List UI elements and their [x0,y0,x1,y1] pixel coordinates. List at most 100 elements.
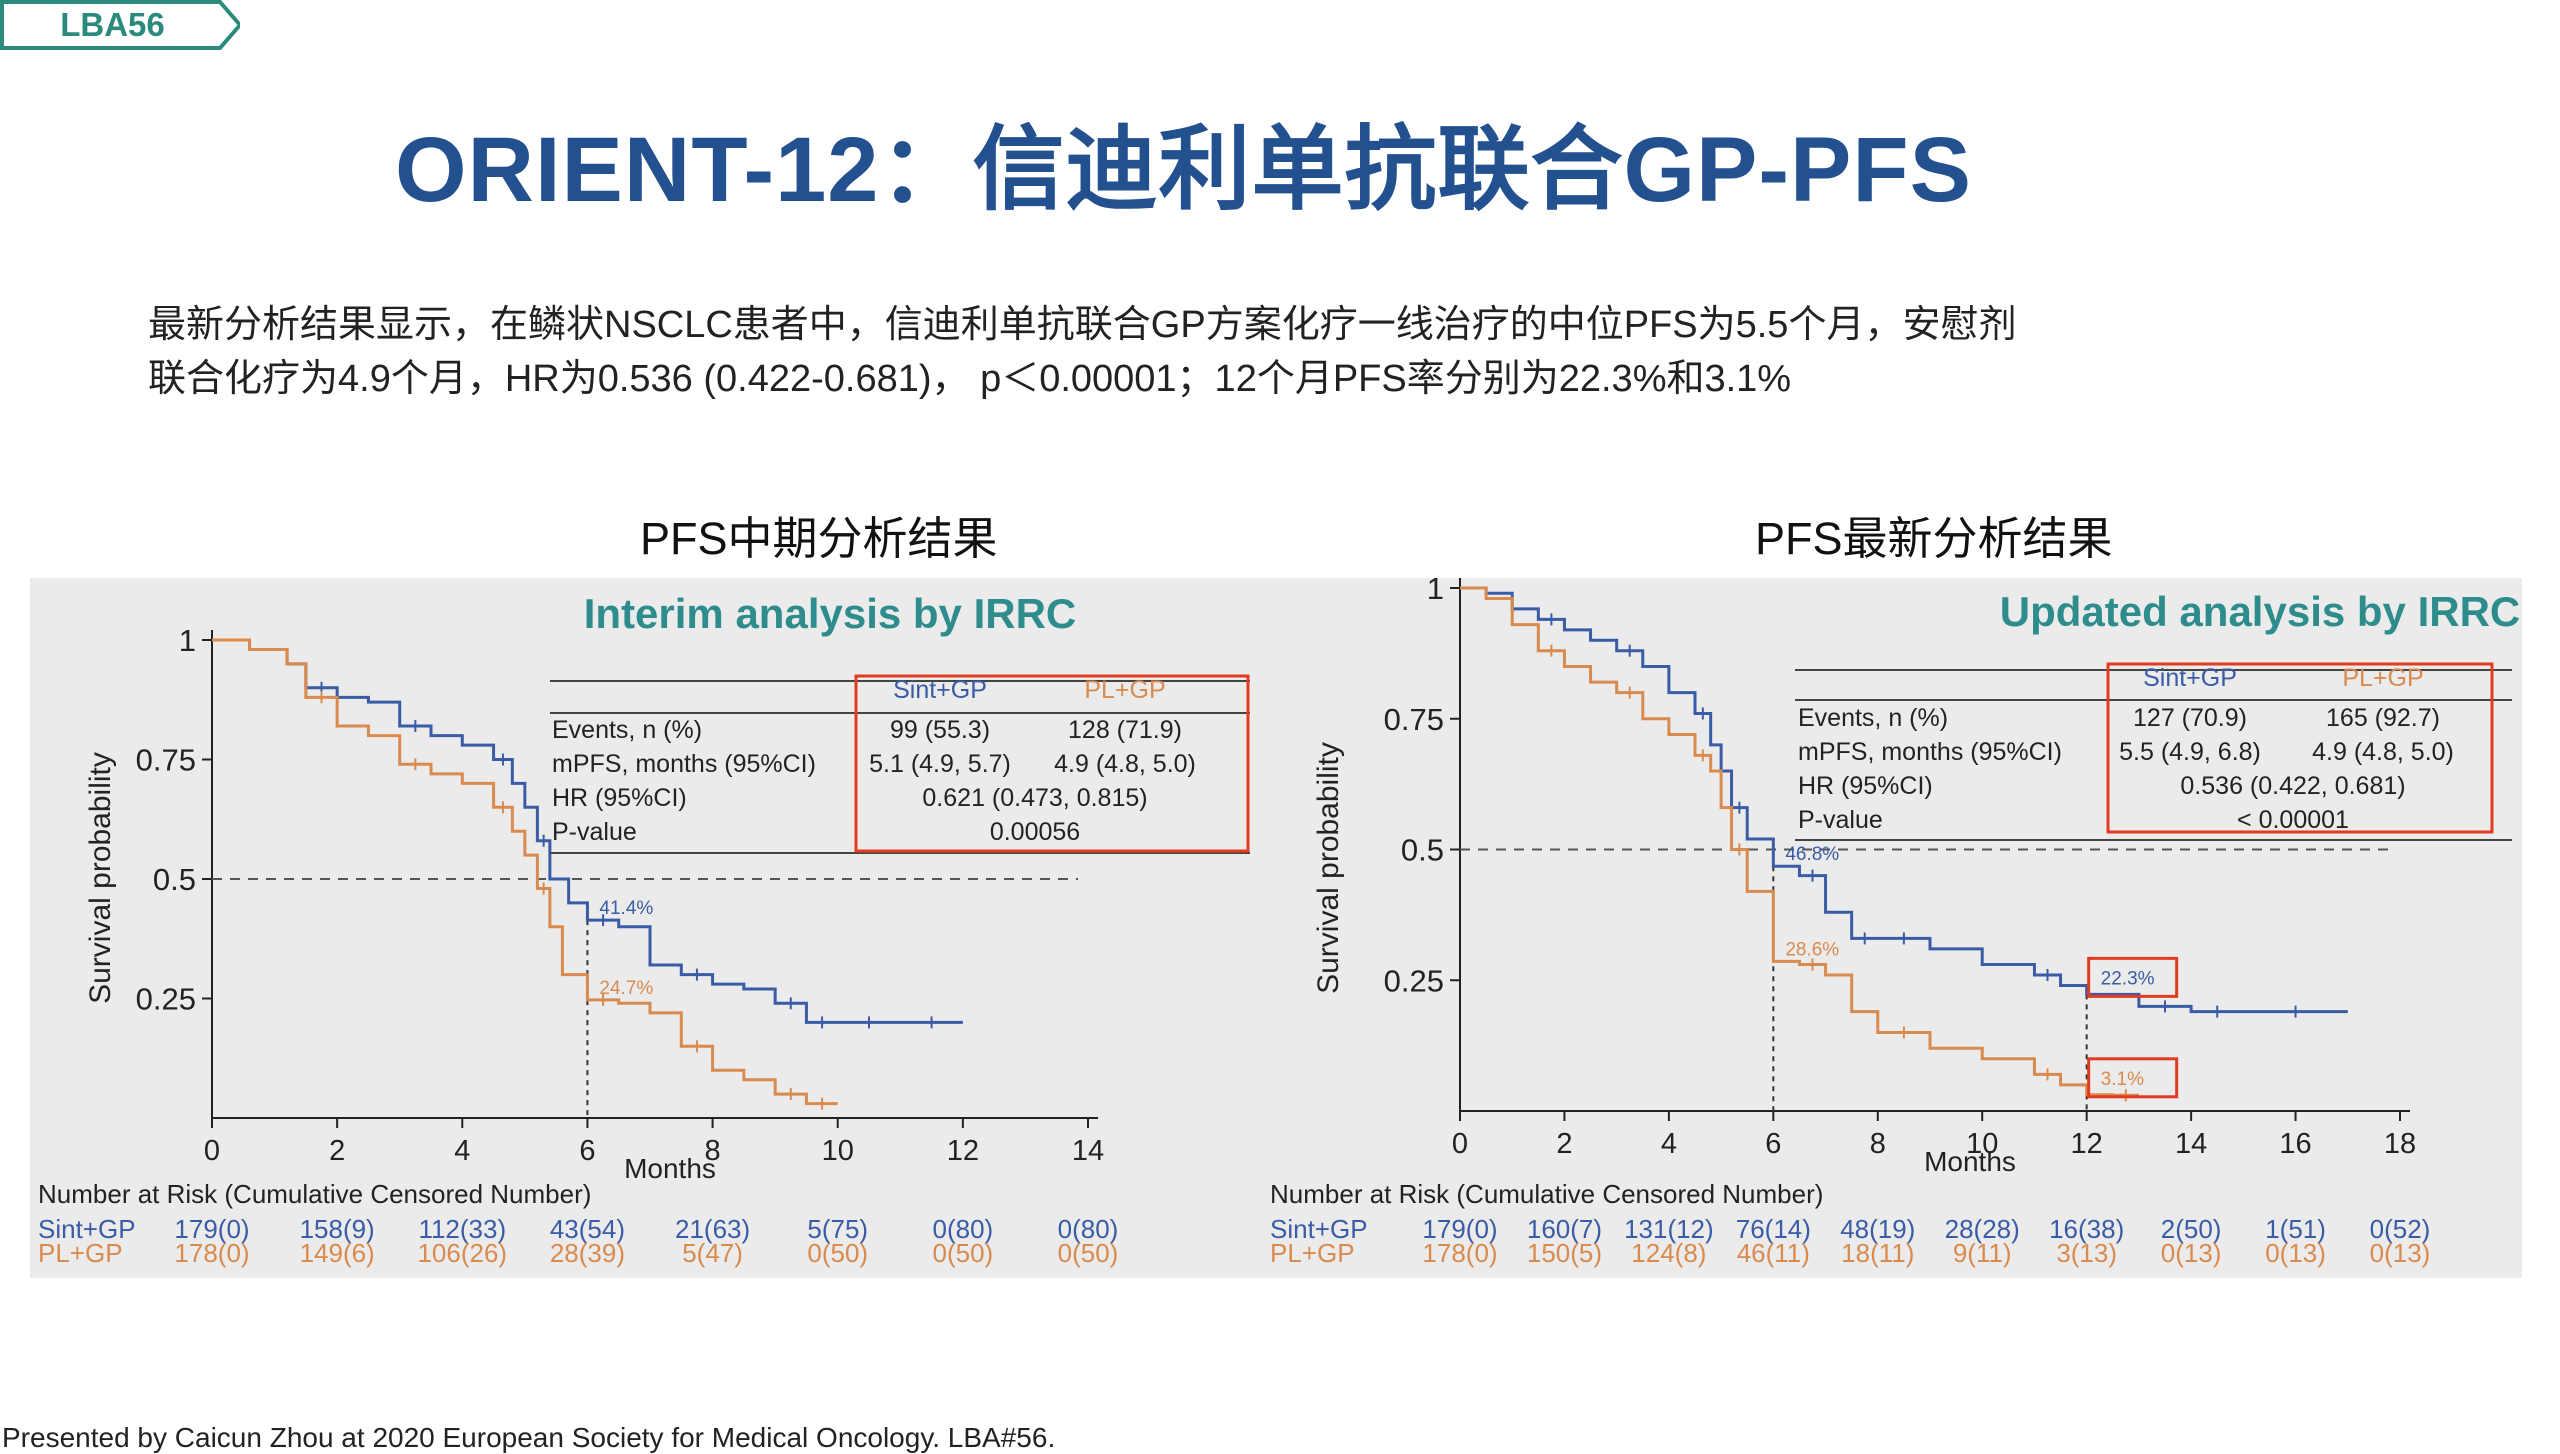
km-curve-sintgp [212,638,963,1024]
risk-cell: 46(11) [1737,1238,1810,1268]
risk-cell: 0(13) [2161,1238,2222,1268]
y-axis-label: Survival probability [84,752,117,1004]
table-cell-pl: 4.9 (4.8, 5.0) [2312,738,2454,766]
table-header-pl: PL+GP [1084,676,1165,704]
risk-table-heading: Number at Risk (Cumulative Censored Numb… [38,1179,591,1209]
table-cell-merged: 0.00056 [990,818,1080,846]
x-tick-label: 4 [454,1135,470,1167]
risk-cell: 0(50) [933,1238,994,1268]
risk-row-name: PL+GP [1270,1238,1355,1268]
table-row-label: Events, n (%) [1798,704,1948,732]
summary-text: 最新分析结果显示，在鳞状NSCLC患者中，信迪利单抗联合GP方案化疗一线治疗的中… [148,298,2448,406]
table-cell-sint: 5.1 (4.9, 5.7) [869,750,1011,778]
table-cell-merged: 0.536 (0.422, 0.681) [2180,772,2405,800]
y-tick-label: 0.5 [1401,833,1444,868]
risk-cell: 21(63) [675,1214,750,1244]
x-tick-label: 16 [2279,1128,2311,1160]
risk-cell: 2(50) [2161,1214,2222,1244]
y-tick-label: 1 [1427,578,1444,606]
y-tick-label: 0.5 [153,862,196,897]
landmark-percent-label: 24.7% [599,978,653,999]
table-header-pl: PL+GP [2342,664,2423,692]
table-cell-sint: 127 (70.9) [2133,704,2247,732]
risk-cell: 43(54) [550,1214,625,1244]
risk-cell: 18(11) [1841,1238,1914,1268]
x-tick-label: 12 [2071,1128,2103,1160]
footer-citation: Presented by Caicun Zhou at 2020 Europea… [2,1422,1056,1453]
risk-row-name: PL+GP [38,1238,123,1268]
y-tick-label: 0.25 [136,982,196,1017]
risk-cell: 28(28) [1945,1214,2020,1244]
risk-cell: 0(80) [933,1214,994,1244]
x-tick-label: 8 [1870,1128,1886,1160]
landmark-percent-label: 41.4% [599,898,653,919]
x-tick-label: 12 [947,1135,979,1167]
risk-cell: 1(51) [2265,1214,2326,1244]
table-cell-pl: 4.9 (4.8, 5.0) [1054,750,1196,778]
landmark-percent-label: 46.8% [1785,844,1839,865]
abstract-tag: LBA56 [0,0,240,50]
interim-heading: PFS中期分析结果 [640,513,998,564]
km-curve-plgp [1460,586,2139,1097]
x-tick-label: 2 [1556,1128,1572,1160]
table-row-label: mPFS, months (95%CI) [1798,738,2062,766]
summary-line-2: 联合化疗为4.9个月，HR为0.536 (0.422-0.681)， p＜0.0… [148,358,1792,400]
page-title: ORIENT-12：信迪利单抗联合GP-PFS [395,119,1972,221]
risk-cell: 124(8) [1631,1238,1706,1268]
table-header-sint: Sint+GP [2143,664,2237,692]
risk-cell: 5(75) [807,1214,868,1244]
km-curve-plgp [212,638,838,1106]
x-tick-label: 0 [204,1135,220,1167]
interim-km-chart-panel: Interim analysis by IRRC 0.25 0.5 0.75 1 0 2 4 6… [30,578,1250,1278]
highlight-box [2087,956,2179,998]
risk-cell: 178(0) [1422,1238,1497,1268]
table-row-label: Events, n (%) [552,716,702,744]
table-row-label: HR (95%CI) [552,784,687,812]
landmark-percent-label: 22.3% [2101,968,2155,989]
risk-cell: 48(19) [1840,1214,1915,1244]
x-tick-label: 10 [1966,1128,1998,1160]
risk-cell: 0(50) [807,1238,868,1268]
summary-line-1: 最新分析结果显示，在鳞状NSCLC患者中，信迪利单抗联合GP方案化疗一线治疗的中… [148,304,2017,346]
tag-arrow-shape [0,0,240,50]
x-axis-label: Months [1924,1146,2016,1177]
risk-cell: 158(9) [300,1214,375,1244]
landmark-percent-label: 3.1% [2101,1069,2144,1090]
table-row-label: P-value [1798,806,1883,834]
table-highlight-box [2106,662,2494,834]
x-tick-label: 10 [822,1135,854,1167]
panel-title: Updated analysis by IRRC [2000,588,2520,635]
km-curve-sintgp [1460,586,2348,1014]
x-tick-label: 14 [2175,1128,2207,1160]
tag-label: LBA56 [60,6,165,43]
x-tick-label: 8 [705,1135,721,1167]
risk-cell: 112(33) [418,1214,506,1244]
table-cell-pl: 165 (92.7) [2326,704,2440,732]
risk-cell: 76(14) [1736,1214,1811,1244]
x-tick-label: 6 [1765,1128,1781,1160]
x-tick-label: 2 [329,1135,345,1167]
y-tick-label: 0.75 [1384,702,1444,737]
table-header-sint: Sint+GP [893,676,987,704]
risk-row-name: Sint+GP [38,1214,136,1244]
risk-cell: 5(47) [682,1238,743,1268]
updated-km-chart-panel: Updated analysis by IRRC 0.25 0.5 0.75 1 0 2 4 6… [1250,578,2522,1278]
table-cell-pl: 128 (71.9) [1068,716,1182,744]
risk-row-name: Sint+GP [1270,1214,1368,1244]
risk-cell: 3(13) [2056,1238,2117,1268]
risk-cell: 106(26) [417,1238,507,1268]
landmark-percent-label: 28.6% [1785,939,1839,960]
risk-cell: 150(5) [1527,1238,1602,1268]
panel-title: Interim analysis by IRRC [584,590,1077,637]
risk-cell: 16(38) [2049,1214,2124,1244]
risk-cell: 0(13) [2265,1238,2326,1268]
risk-cell: 0(80) [1058,1214,1119,1244]
table-row-label: mPFS, months (95%CI) [552,750,816,778]
risk-cell: 28(39) [550,1238,625,1268]
y-tick-label: 0.75 [136,743,196,778]
risk-cell: 160(7) [1527,1214,1602,1244]
table-highlight-box [854,674,1250,853]
x-tick-label: 14 [1072,1135,1104,1167]
risk-cell: 0(52) [2370,1214,2431,1244]
